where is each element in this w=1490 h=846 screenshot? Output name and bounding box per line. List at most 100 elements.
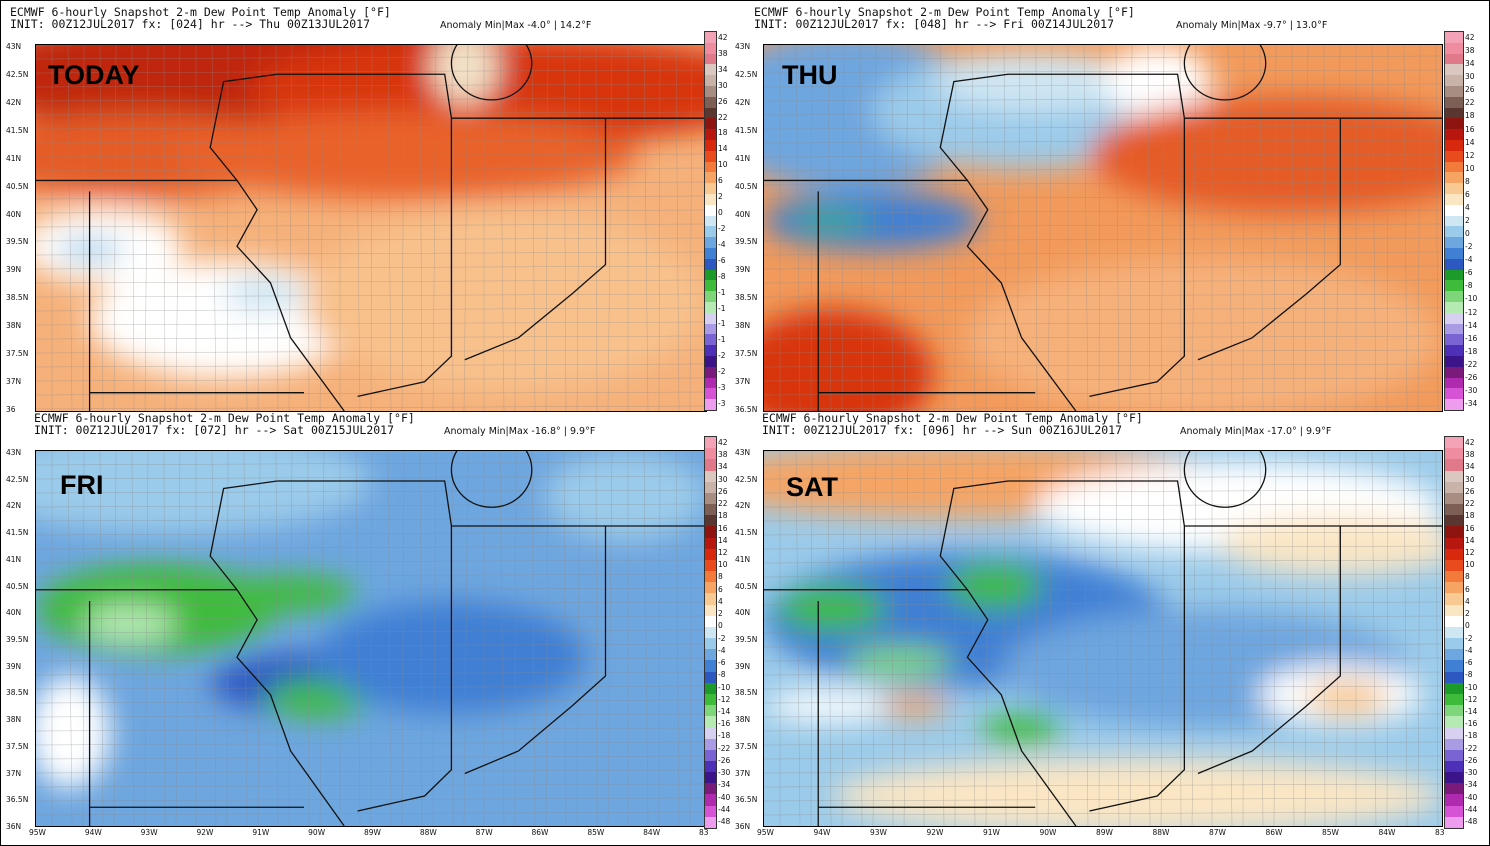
colorbar-swatch [705,805,716,818]
colorbar-swatch [705,459,716,471]
latitude-label: 40N [735,608,751,618]
colorbar-swatch [705,716,716,728]
colorbar-label: -1 [718,287,726,297]
colorbar-swatch [1445,107,1463,119]
illinois-east-border [1008,480,1186,812]
colorbar-swatch [705,53,716,65]
colorbar-swatch [1445,248,1463,260]
latitude-label: 40N [6,608,22,618]
colorbar-label: -14 [718,706,731,716]
colorbar-swatch [1445,399,1463,411]
colorbar-swatch [705,356,716,368]
colorbar-swatch [705,215,716,227]
colorbar-swatch [705,649,716,661]
colorbar-label: -34 [1465,780,1478,790]
colorbar-label: -12 [1465,307,1478,317]
colorbar-label: -1 [718,303,726,313]
colorbar-swatch [1445,749,1463,762]
colorbar-swatch [1445,805,1463,818]
colorbar-swatch [705,291,716,303]
anomaly-blob [545,451,706,541]
colorbar [1444,436,1464,829]
colorbar-swatch [705,638,716,650]
anomaly-blob [764,691,900,721]
colorbar-label: -10 [1465,682,1478,692]
colorbar-swatch [705,772,716,784]
colorbar-label: -40 [718,792,731,802]
colorbar-swatch [705,481,716,494]
illinois-west-border [764,589,1077,826]
latitude-label: 41.5N [735,125,758,135]
colorbar-label: -16 [1465,333,1478,343]
colorbar-label: -22 [1465,359,1478,369]
colorbar-swatch [705,705,716,717]
panel-title: ECMWF 6-hourly Snapshot 2-m Dew Point Te… [34,411,415,425]
colorbar-label: 38 [718,450,728,460]
colorbar-swatch [705,470,716,483]
colorbar-label: 0 [718,621,723,631]
colorbar-swatch [1445,582,1463,594]
colorbar-label: 6 [1465,189,1470,199]
colorbar-label: -44 [1465,804,1478,814]
latitude-label: 39.5N [6,635,29,644]
county-lines [36,45,706,411]
colorbar-swatch [1445,204,1463,217]
colorbar-label: -22 [1465,743,1478,753]
colorbar-label: 2 [718,192,723,202]
colorbar-swatch [1445,660,1463,673]
colorbar-swatch [1445,693,1463,706]
anomaly-contours [36,45,706,393]
illinois-east-border [277,73,453,397]
panel-title: ECMWF 6-hourly Snapshot 2-m Dew Point Te… [10,5,391,19]
panel-header: ECMWF 6-hourly Snapshot 2-m Dew Point Te… [10,6,591,66]
longitude-label: 84W [1378,828,1396,837]
map-area [763,450,1443,827]
colorbar-label: -6 [718,255,726,265]
colorbar-label: -18 [1465,346,1478,356]
colorbar-swatch [1445,626,1463,639]
panel-day-label: TODAY [48,60,140,90]
colorbar-label: 38 [718,48,728,58]
county-lines [764,45,1442,411]
colorbar-label: 30 [1465,72,1475,82]
colorbar-swatch [1445,183,1463,195]
anomaly-blob [170,110,639,199]
colorbar-label: -10 [718,682,731,692]
colorbar-label: 18 [718,128,728,138]
colorbar-label: 10 [1465,560,1475,570]
state-borders [36,451,706,826]
longitude-label: 89W [1096,828,1113,837]
colorbar-swatch [1445,345,1463,357]
colorbar-label: 14 [1465,535,1475,545]
colorbar-swatch [1445,215,1463,227]
panel-minmax: Anomaly Min|Max -17.0° | 9.9°F [1180,426,1332,437]
illinois-east-border [1008,73,1186,397]
lake-michigan [1183,45,1267,101]
colorbar-swatch [1445,727,1463,740]
colorbar-swatch [1445,64,1463,76]
colorbar-label: 2 [718,609,723,619]
colorbar-swatch [1445,548,1463,561]
latitude-label: 38.5N [6,688,29,698]
colorbar-swatch [1445,772,1463,784]
latitude-label: 37N [6,377,22,387]
colorbar-swatch [1445,794,1463,807]
longitude-label: 90W [308,828,326,837]
latitude-label: 41N [735,554,751,564]
colorbar-label: -12 [718,694,731,704]
colorbar-label: -26 [1465,372,1478,382]
latitude-label: 41.5N [6,528,29,538]
colorbar-label: 38 [1465,450,1475,460]
colorbar-swatch [1445,366,1463,379]
longitude-label: 83 [699,828,709,837]
anomaly-contours [764,451,1442,826]
colorbar-swatch [705,582,716,594]
latitude-label: 43N [6,448,22,457]
latitude-label: 37.5N [6,349,29,359]
latitude-label: 39.5N [6,237,29,247]
longitude-label: 88W [1152,828,1170,837]
colorbar-label: 10 [718,560,728,570]
colorbar-swatch [1445,53,1463,65]
colorbar-swatch [705,96,716,109]
anomaly-blob [831,758,1442,826]
